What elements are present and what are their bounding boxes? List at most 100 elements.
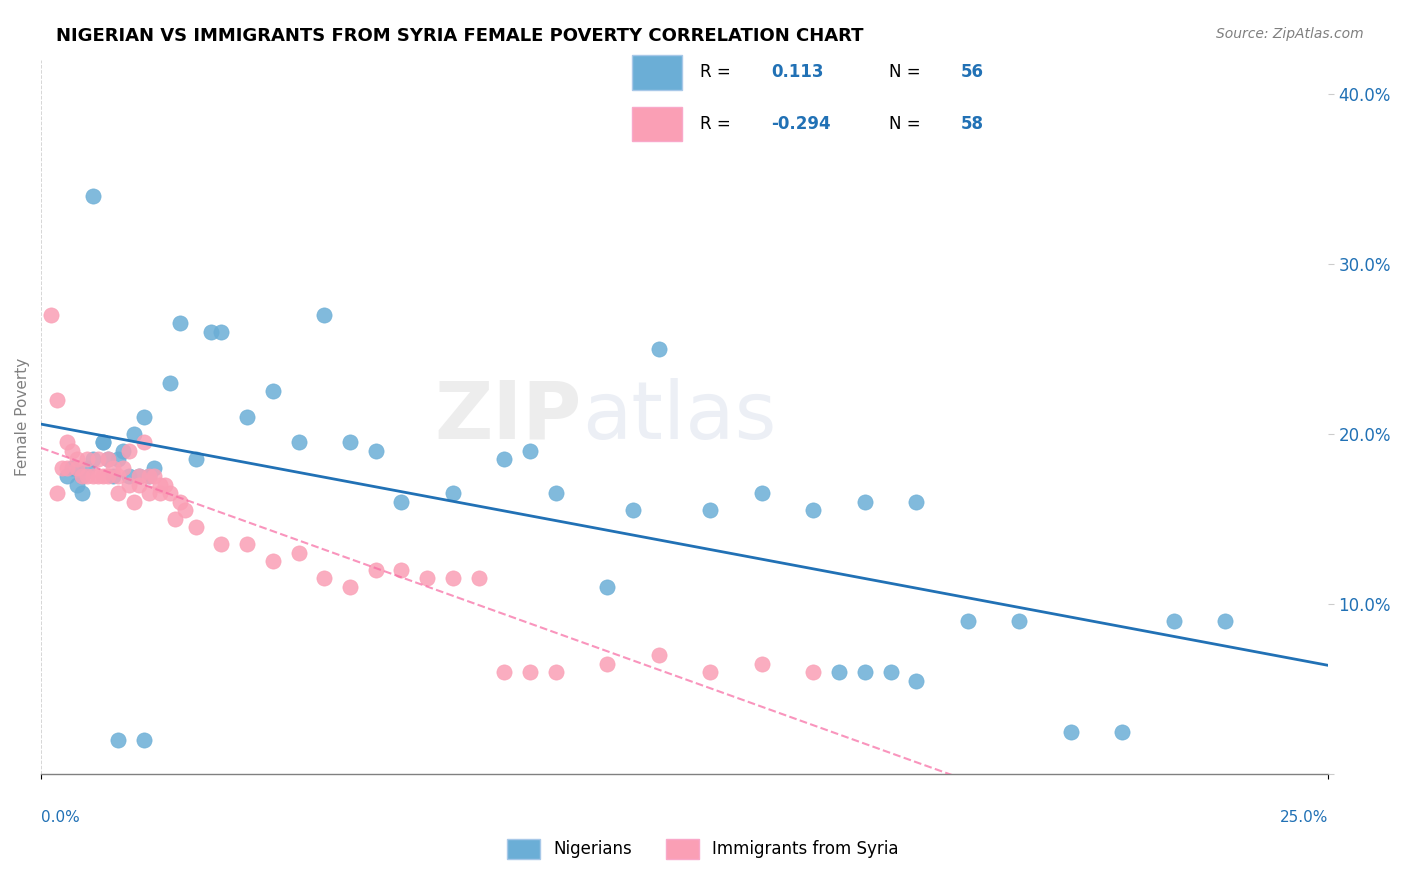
Point (262, 554, 284, 568)
Point (148, 486, 170, 500)
Point (905, 495, 928, 509)
Point (138, 469, 160, 483)
Point (122, 426, 145, 441)
Point (163, 512, 186, 526)
Point (648, 342, 671, 356)
Point (596, 580, 619, 594)
Point (107, 469, 129, 483)
Point (828, 665, 851, 679)
Point (467, 572, 489, 586)
Point (82, 452, 104, 467)
Point (76, 469, 98, 483)
Point (72, 469, 94, 483)
Text: ZIP: ZIP (434, 378, 582, 456)
Bar (633, 107, 682, 141)
Point (519, 443, 541, 458)
Point (287, 546, 309, 560)
Text: 58: 58 (960, 115, 984, 133)
Point (45, 392, 67, 407)
Point (159, 376, 181, 390)
Point (97, 469, 120, 483)
Text: atlas: atlas (582, 378, 776, 456)
Point (200, 325, 222, 339)
Point (56, 435, 79, 450)
Text: R =: R = (700, 63, 735, 81)
Point (621, 503, 644, 517)
Point (209, 325, 232, 339)
Point (879, 665, 901, 679)
Point (314, 308, 336, 322)
Point (853, 665, 876, 679)
Text: R =: R = (700, 115, 735, 133)
Point (751, 657, 773, 671)
Point (45, 486, 67, 500)
Point (66, 452, 89, 467)
Point (132, 733, 155, 747)
Point (1111, 724, 1133, 739)
Point (66, 461, 89, 475)
Point (97, 452, 120, 467)
Point (107, 733, 129, 747)
Point (56, 469, 79, 483)
Point (905, 673, 928, 688)
Point (494, 665, 516, 679)
Point (364, 443, 387, 458)
Point (956, 614, 979, 628)
Point (122, 495, 145, 509)
Point (138, 486, 160, 500)
Point (262, 384, 284, 399)
Point (853, 495, 876, 509)
Point (596, 657, 619, 671)
Text: 0.113: 0.113 (772, 63, 824, 81)
Text: N =: N = (889, 115, 925, 133)
Point (801, 665, 824, 679)
Point (339, 435, 361, 450)
Point (72, 469, 94, 483)
Point (143, 461, 166, 475)
Point (169, 316, 191, 330)
Bar (633, 55, 682, 89)
Point (441, 486, 464, 500)
Point (544, 486, 567, 500)
Point (544, 665, 567, 679)
Point (184, 452, 207, 467)
Point (72, 486, 94, 500)
Point (494, 452, 516, 467)
Text: -0.294: -0.294 (772, 115, 831, 133)
Point (314, 572, 336, 586)
Point (287, 435, 309, 450)
Point (236, 409, 259, 424)
Point (56, 461, 79, 475)
Point (97, 452, 120, 467)
Text: 56: 56 (960, 63, 984, 81)
Point (339, 580, 361, 594)
Text: NIGERIAN VS IMMIGRANTS FROM SYRIA FEMALE POVERTY CORRELATION CHART: NIGERIAN VS IMMIGRANTS FROM SYRIA FEMALE… (56, 27, 863, 45)
Point (416, 572, 439, 586)
Point (209, 537, 232, 551)
Point (91, 435, 114, 450)
Point (648, 648, 671, 662)
Point (82, 188, 104, 202)
Point (132, 409, 155, 424)
Point (1060, 724, 1083, 739)
Point (117, 443, 139, 458)
Text: Source: ZipAtlas.com: Source: ZipAtlas.com (1216, 27, 1364, 41)
Point (751, 486, 773, 500)
Text: 0.0%: 0.0% (41, 810, 80, 825)
Point (1163, 614, 1185, 628)
Text: 25.0%: 25.0% (1279, 810, 1329, 825)
Point (391, 495, 413, 509)
Point (236, 537, 259, 551)
Point (112, 443, 135, 458)
Point (153, 478, 176, 492)
Point (174, 503, 197, 517)
Point (391, 563, 413, 577)
Point (148, 478, 170, 492)
Legend: Nigerians, Immigrants from Syria: Nigerians, Immigrants from Syria (501, 832, 905, 866)
Point (169, 495, 191, 509)
Point (184, 520, 207, 534)
Point (76, 461, 98, 475)
Point (76, 452, 98, 467)
Point (51, 461, 73, 475)
Point (138, 469, 160, 483)
